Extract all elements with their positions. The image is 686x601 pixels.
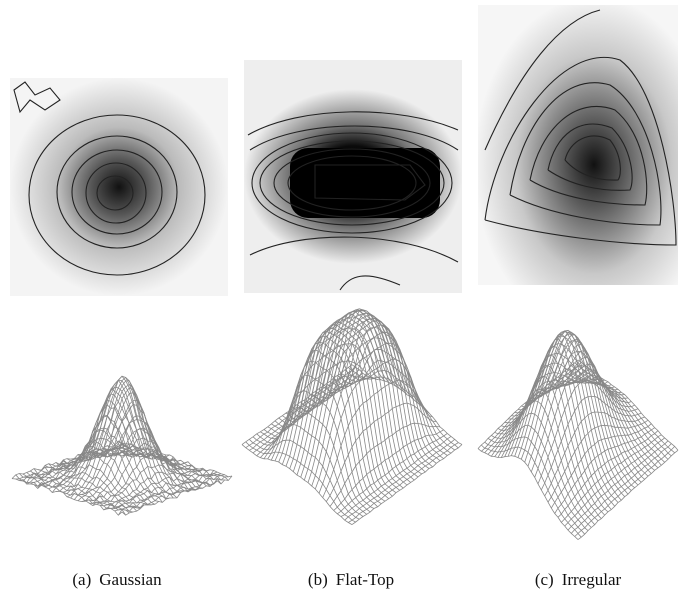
mesh-line xyxy=(256,406,367,515)
mesh-line xyxy=(329,326,441,462)
mesh-line xyxy=(41,454,152,506)
mesh-line xyxy=(99,449,211,487)
contour-image-a xyxy=(10,78,228,296)
mesh-line xyxy=(511,346,612,510)
mesh-line xyxy=(289,309,401,469)
mesh-line xyxy=(63,379,174,499)
mesh-line xyxy=(554,375,655,471)
mesh-line xyxy=(96,448,207,487)
mesh-line xyxy=(551,369,652,474)
mesh-line xyxy=(15,474,127,516)
mesh-line xyxy=(249,439,360,520)
mesh-line xyxy=(85,418,196,491)
mesh-line xyxy=(501,375,602,519)
mesh-line xyxy=(577,449,679,540)
mesh-line xyxy=(33,468,145,508)
mesh-line xyxy=(315,308,426,473)
mesh-line xyxy=(494,400,596,525)
mesh-line xyxy=(63,379,174,495)
mesh-line xyxy=(484,436,586,535)
mesh-line xyxy=(289,324,400,491)
mesh-line xyxy=(30,470,141,510)
mesh-line xyxy=(571,365,672,457)
wireframe-a xyxy=(11,375,233,516)
mesh-line xyxy=(544,357,645,480)
mesh-line xyxy=(74,383,185,492)
mesh-line xyxy=(296,318,408,486)
mesh-line xyxy=(48,429,159,502)
mesh-line xyxy=(285,327,397,494)
mesh-line xyxy=(564,370,665,463)
mesh-line xyxy=(263,374,375,509)
mesh-line xyxy=(487,424,589,531)
mesh-line xyxy=(278,335,389,499)
mesh-line xyxy=(245,441,356,523)
mesh-line xyxy=(521,330,622,501)
mesh-line xyxy=(81,404,192,493)
mesh-line xyxy=(22,473,134,513)
mesh-line xyxy=(514,338,616,507)
mesh-line xyxy=(524,329,625,497)
mesh-line xyxy=(11,440,123,479)
mesh-line xyxy=(70,380,181,499)
mesh-line xyxy=(114,444,225,481)
mesh-line xyxy=(300,316,411,483)
mesh-line xyxy=(52,414,163,503)
wireframe-c xyxy=(477,329,679,540)
caption-b: (b) Flat-Top xyxy=(307,570,395,589)
mesh-line xyxy=(577,359,679,451)
mesh-line xyxy=(564,437,665,527)
mesh-line xyxy=(26,472,137,512)
contour-image-b xyxy=(244,60,462,293)
mesh-line xyxy=(490,370,592,457)
mesh-line xyxy=(260,390,371,513)
mesh-line xyxy=(311,309,422,475)
mesh-line xyxy=(497,388,599,522)
contour-image-c xyxy=(478,5,678,285)
mesh-line xyxy=(337,348,448,456)
mesh-line xyxy=(19,473,130,514)
mesh-line xyxy=(11,478,123,516)
mesh-line xyxy=(274,342,386,502)
mesh-line xyxy=(574,362,675,454)
mesh-line xyxy=(481,444,582,538)
mesh-line xyxy=(531,334,632,491)
mesh-line xyxy=(70,376,181,494)
mesh-line xyxy=(66,375,178,499)
mesh-line xyxy=(44,441,156,505)
mesh-line xyxy=(491,412,592,528)
mesh-line xyxy=(118,440,229,481)
mesh-line xyxy=(534,339,635,489)
mesh-line xyxy=(337,433,448,515)
mesh-line xyxy=(293,321,404,489)
mesh-line xyxy=(510,343,612,456)
mesh-line xyxy=(307,311,419,478)
mesh-line xyxy=(77,392,189,492)
mesh-line xyxy=(340,436,452,517)
mesh-line xyxy=(527,331,629,495)
mesh-line xyxy=(318,310,430,469)
mesh-line xyxy=(37,464,148,506)
mesh-line xyxy=(517,333,619,503)
caption-a: (a) Gaussian xyxy=(72,570,162,589)
mesh-line xyxy=(282,331,393,497)
mesh-line xyxy=(537,344,639,486)
mesh-line xyxy=(351,364,463,445)
mesh-line xyxy=(252,423,364,517)
mesh-line xyxy=(241,444,353,525)
mesh-line xyxy=(88,427,200,491)
caption-c: (c) Irregular xyxy=(534,570,622,589)
mesh-line xyxy=(304,313,415,481)
mesh-line xyxy=(571,443,672,534)
wireframe-b xyxy=(241,308,463,525)
mesh-line xyxy=(477,448,579,540)
